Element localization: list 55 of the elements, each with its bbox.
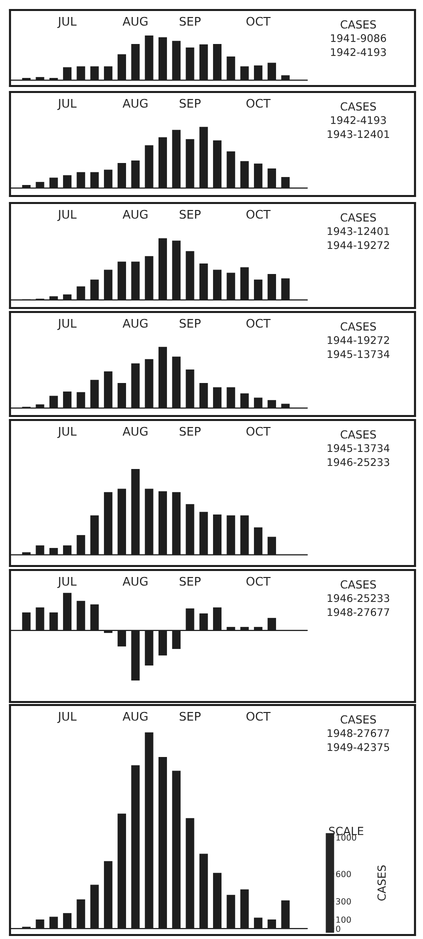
text: 1944-19272 bbox=[328, 336, 389, 344]
x-tick-label: JUL bbox=[57, 318, 77, 330]
y-tick-label: 0 bbox=[336, 926, 340, 932]
x-tick-label: JUL bbox=[57, 576, 77, 588]
x-tick-label: SEP bbox=[180, 426, 201, 436]
x-tick-label: SEP bbox=[180, 318, 201, 328]
text: CASES bbox=[340, 322, 376, 331]
y-tick-label: 300 bbox=[336, 898, 351, 905]
text: CASES bbox=[340, 715, 376, 724]
x-tick-label: OCT bbox=[246, 576, 271, 586]
y-tick-label: 1000 bbox=[336, 834, 356, 841]
text: 1948-27677 bbox=[328, 608, 390, 616]
x-tick-label: JUL bbox=[57, 16, 77, 28]
text: 1946-25233 bbox=[328, 458, 390, 466]
text: 1942-4193 bbox=[331, 48, 386, 56]
x-tick-label: JUL bbox=[57, 426, 77, 438]
x-tick-label: SEP bbox=[180, 98, 201, 108]
x-tick-label: JUL bbox=[57, 98, 77, 110]
x-tick-label: AUG bbox=[122, 712, 148, 721]
x-tick-label: SEP bbox=[180, 210, 201, 219]
text: CASES bbox=[340, 20, 376, 29]
text: 1946-25233 bbox=[328, 594, 390, 602]
x-tick-label: OCT bbox=[246, 210, 271, 219]
x-tick-label: JUL bbox=[57, 210, 77, 221]
text: CASES bbox=[340, 213, 376, 222]
x-tick-label: SEP bbox=[180, 16, 201, 26]
x-tick-label: AUG bbox=[122, 16, 148, 26]
x-tick-label: SEP bbox=[180, 712, 201, 721]
x-tick-label: AUG bbox=[122, 98, 148, 108]
text: 1944-19272 bbox=[328, 241, 389, 250]
y-tick-label: 100 bbox=[336, 916, 351, 923]
text: 1942-4193 bbox=[331, 116, 386, 124]
x-tick-label: SEP bbox=[180, 576, 201, 586]
text: 1943-12401 bbox=[328, 227, 390, 236]
text: 1943-12401 bbox=[328, 130, 390, 138]
x-tick-label: OCT bbox=[246, 426, 271, 436]
text: 1945-13734 bbox=[328, 444, 390, 452]
x-tick-label: AUG bbox=[122, 210, 148, 219]
x-tick-label: AUG bbox=[122, 426, 148, 436]
x-tick-label: OCT bbox=[246, 318, 271, 328]
x-tick-label: OCT bbox=[246, 712, 271, 721]
text: CASES bbox=[340, 580, 376, 589]
text: 1945-13734 bbox=[328, 350, 390, 358]
x-tick-label: OCT bbox=[246, 98, 271, 108]
text: 1948-27677 bbox=[328, 729, 390, 738]
text: CASES bbox=[340, 430, 376, 439]
text: 1949-42375 bbox=[328, 743, 390, 752]
text: 1941-9086 bbox=[331, 34, 386, 42]
x-tick-label: JUL bbox=[57, 712, 77, 723]
x-tick-label: OCT bbox=[246, 16, 271, 26]
text: CASES bbox=[340, 102, 376, 111]
x-tick-label: AUG bbox=[122, 576, 148, 586]
x-tick-label: AUG bbox=[122, 318, 148, 328]
text: CASES bbox=[377, 865, 386, 901]
y-tick-label: 600 bbox=[336, 870, 351, 878]
